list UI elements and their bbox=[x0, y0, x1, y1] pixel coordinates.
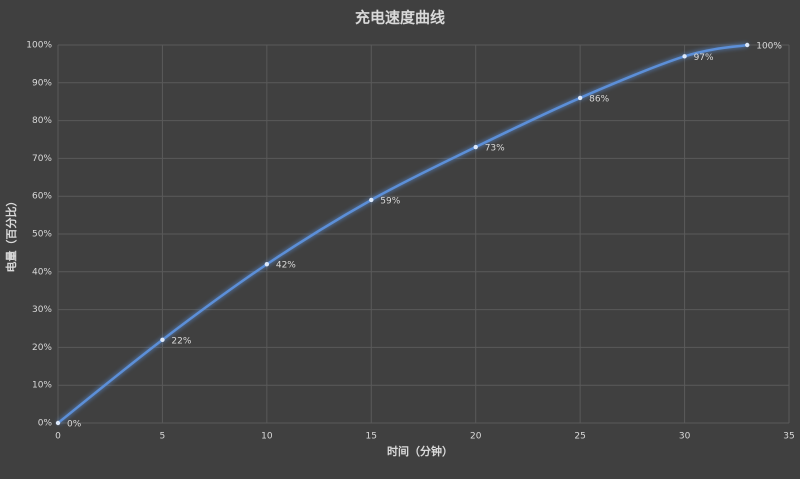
y-tick-label: 100% bbox=[26, 41, 52, 51]
data-label: 59% bbox=[380, 196, 400, 206]
y-tick-label: 60% bbox=[32, 192, 52, 202]
y-tick-label: 70% bbox=[32, 154, 52, 164]
x-tick-label: 20 bbox=[470, 432, 482, 442]
data-label: 73% bbox=[485, 144, 505, 154]
y-tick-label: 90% bbox=[32, 78, 52, 88]
data-label: 0% bbox=[67, 420, 82, 430]
y-tick-label: 80% bbox=[32, 116, 52, 126]
x-tick-label: 15 bbox=[366, 432, 377, 442]
x-tick-label: 0 bbox=[55, 432, 61, 442]
y-tick-label: 30% bbox=[32, 305, 52, 315]
chart-title: 充电速度曲线 bbox=[355, 9, 445, 27]
x-tick-label: 10 bbox=[261, 432, 273, 442]
y-tick-label: 40% bbox=[32, 267, 52, 277]
y-tick-label: 10% bbox=[32, 381, 52, 391]
data-point bbox=[264, 262, 270, 267]
data-point bbox=[577, 95, 583, 101]
data-label: 42% bbox=[276, 261, 296, 271]
x-tick-label: 5 bbox=[160, 432, 166, 442]
x-tick-label: 35 bbox=[783, 432, 794, 442]
data-line bbox=[57, 43, 748, 424]
data-point bbox=[682, 54, 687, 59]
data-label: 100% bbox=[756, 42, 782, 52]
x-tick-label: 25 bbox=[574, 432, 585, 442]
data-label: 22% bbox=[171, 336, 191, 346]
y-tick-label: 0% bbox=[38, 419, 53, 429]
x-tick-label: 30 bbox=[679, 432, 691, 442]
data-label: 86% bbox=[589, 94, 609, 104]
data-point bbox=[473, 144, 478, 150]
y-tick-label: 20% bbox=[32, 343, 52, 353]
x-axis-label: 时间（分钟） bbox=[387, 444, 453, 458]
y-tick-label: 50% bbox=[32, 230, 52, 240]
data-point bbox=[55, 420, 61, 426]
data-point bbox=[369, 197, 374, 203]
data-point bbox=[160, 337, 165, 343]
y-axis-label: 电量（百分比） bbox=[4, 196, 18, 273]
data-point bbox=[745, 42, 750, 48]
data-label: 97% bbox=[694, 53, 714, 63]
